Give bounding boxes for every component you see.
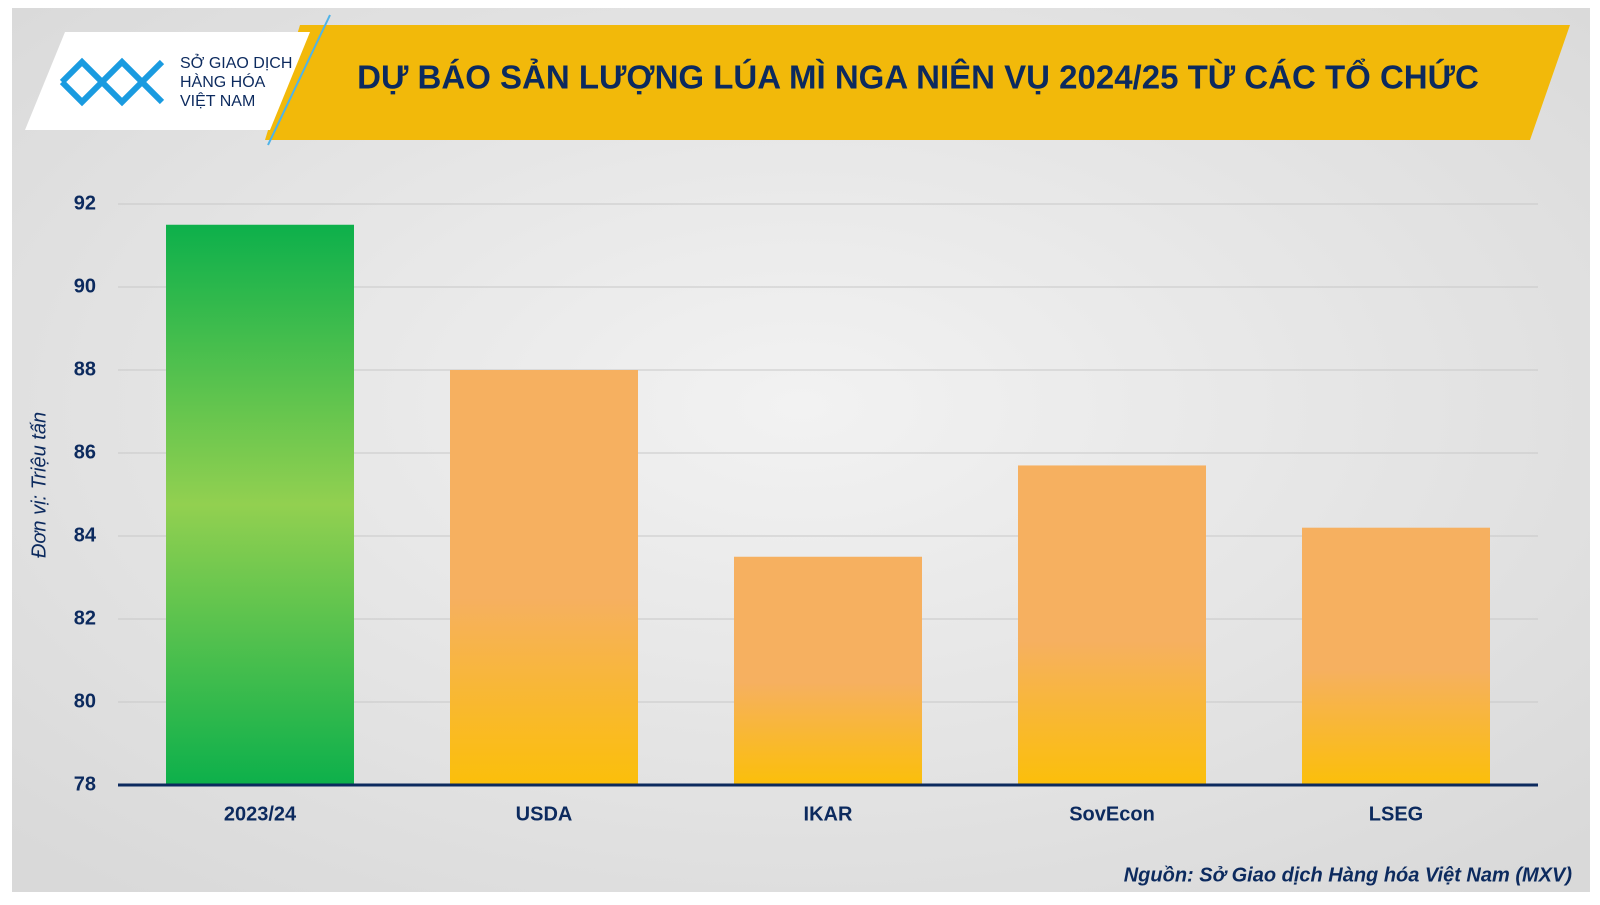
bar [450, 370, 638, 785]
x-tick-label: LSEG [1369, 803, 1423, 825]
logo-divider [267, 14, 331, 146]
y-tick-label: 78 [74, 773, 96, 795]
y-tick-label: 86 [74, 441, 96, 463]
x-tick-label: IKAR [804, 803, 853, 825]
y-tick-label: 92 [74, 192, 96, 214]
logo-mark [59, 57, 165, 107]
source: Nguồn: Sở Giao dịch Hàng hóa Việt Nam (M… [1124, 864, 1573, 886]
bar [1018, 465, 1206, 785]
y-tick-label: 90 [74, 275, 96, 297]
bar [734, 556, 922, 785]
logo-text: SỞ GIAO DỊCH [180, 53, 292, 72]
y-axis-label: Đơn vị: Triệu tấn [28, 412, 50, 558]
title-banner [265, 25, 1570, 140]
logo-text: HÀNG HÓA [180, 72, 266, 91]
y-tick-label: 88 [74, 358, 96, 380]
y-tick-label: 80 [74, 690, 96, 712]
chart-title: DỰ BÁO SẢN LƯỢNG LÚA MÌ NGA NIÊN VỤ 2024… [357, 59, 1479, 96]
y-tick-label: 84 [74, 524, 97, 546]
logo-text: VIỆT NAM [180, 91, 255, 110]
x-tick-label: USDA [516, 803, 573, 825]
x-tick-label: 2023/24 [224, 803, 297, 825]
x-tick-label: SovEcon [1069, 803, 1155, 825]
bar [166, 224, 354, 785]
y-tick-label: 82 [74, 607, 96, 629]
logo-box [25, 32, 310, 130]
bar [1302, 527, 1490, 785]
